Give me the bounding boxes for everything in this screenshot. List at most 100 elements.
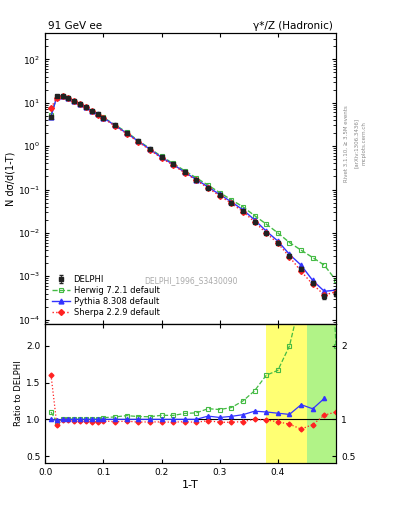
Herwig 7.2.1 default bbox=[206, 182, 210, 188]
Sherpa 2.2.9 default bbox=[95, 112, 100, 118]
Text: 91 GeV ee: 91 GeV ee bbox=[48, 21, 102, 31]
Sherpa 2.2.9 default bbox=[310, 281, 315, 287]
Sherpa 2.2.9 default bbox=[322, 292, 327, 298]
Sherpa 2.2.9 default bbox=[72, 98, 77, 104]
Pythia 8.308 default bbox=[275, 238, 280, 244]
Herwig 7.2.1 default bbox=[55, 94, 59, 100]
Herwig 7.2.1 default bbox=[159, 154, 164, 160]
Text: DELPHI_1996_S3430090: DELPHI_1996_S3430090 bbox=[144, 276, 237, 285]
Herwig 7.2.1 default bbox=[95, 111, 100, 117]
Herwig 7.2.1 default bbox=[252, 212, 257, 219]
Sherpa 2.2.9 default bbox=[136, 139, 141, 145]
Sherpa 2.2.9 default bbox=[124, 131, 129, 137]
Pythia 8.308 default bbox=[55, 94, 59, 100]
Sherpa 2.2.9 default bbox=[206, 185, 210, 191]
Pythia 8.308 default bbox=[113, 122, 118, 129]
Pythia 8.308 default bbox=[229, 199, 234, 205]
Herwig 7.2.1 default bbox=[101, 114, 106, 120]
Herwig 7.2.1 default bbox=[78, 101, 83, 107]
Bar bbox=[266, 324, 339, 463]
Sherpa 2.2.9 default bbox=[182, 170, 187, 176]
Sherpa 2.2.9 default bbox=[49, 104, 53, 111]
Herwig 7.2.1 default bbox=[264, 221, 268, 227]
Pythia 8.308 default bbox=[310, 278, 315, 284]
Sherpa 2.2.9 default bbox=[275, 240, 280, 246]
Sherpa 2.2.9 default bbox=[171, 162, 176, 168]
Herwig 7.2.1 default bbox=[310, 254, 315, 261]
Text: [arXiv:1306.3436]: [arXiv:1306.3436] bbox=[354, 118, 359, 168]
Pythia 8.308 default bbox=[136, 138, 141, 144]
Herwig 7.2.1 default bbox=[124, 129, 129, 135]
Pythia 8.308 default bbox=[182, 169, 187, 175]
Pythia 8.308 default bbox=[72, 98, 77, 104]
Pythia 8.308 default bbox=[252, 217, 257, 223]
Pythia 8.308 default bbox=[78, 101, 83, 107]
Pythia 8.308 default bbox=[159, 154, 164, 160]
Y-axis label: Ratio to DELPHI: Ratio to DELPHI bbox=[14, 361, 23, 426]
Herwig 7.2.1 default bbox=[334, 278, 338, 284]
Pythia 8.308 default bbox=[147, 146, 152, 152]
Sherpa 2.2.9 default bbox=[89, 109, 94, 115]
X-axis label: 1-T: 1-T bbox=[182, 480, 199, 490]
Legend: DELPHI, Herwig 7.2.1 default, Pythia 8.308 default, Sherpa 2.2.9 default: DELPHI, Herwig 7.2.1 default, Pythia 8.3… bbox=[50, 272, 162, 319]
Sherpa 2.2.9 default bbox=[194, 177, 199, 183]
Sherpa 2.2.9 default bbox=[264, 230, 268, 236]
Line: Pythia 8.308 default: Pythia 8.308 default bbox=[49, 93, 338, 294]
Text: Rivet 3.1.10, ≥ 3.5M events: Rivet 3.1.10, ≥ 3.5M events bbox=[344, 105, 349, 182]
Pythia 8.308 default bbox=[95, 111, 100, 117]
Herwig 7.2.1 default bbox=[60, 93, 65, 99]
Herwig 7.2.1 default bbox=[241, 204, 245, 210]
Pythia 8.308 default bbox=[171, 161, 176, 167]
Herwig 7.2.1 default bbox=[229, 197, 234, 203]
Herwig 7.2.1 default bbox=[194, 175, 199, 181]
Pythia 8.308 default bbox=[124, 130, 129, 136]
Pythia 8.308 default bbox=[217, 191, 222, 198]
Pythia 8.308 default bbox=[49, 114, 53, 120]
Herwig 7.2.1 default bbox=[217, 189, 222, 196]
Pythia 8.308 default bbox=[264, 228, 268, 234]
Text: mcplots.cern.ch: mcplots.cern.ch bbox=[362, 121, 367, 165]
Herwig 7.2.1 default bbox=[299, 247, 303, 253]
Pythia 8.308 default bbox=[287, 251, 292, 258]
Herwig 7.2.1 default bbox=[84, 104, 88, 110]
Sherpa 2.2.9 default bbox=[78, 101, 83, 107]
Herwig 7.2.1 default bbox=[182, 168, 187, 174]
Pythia 8.308 default bbox=[334, 287, 338, 293]
Herwig 7.2.1 default bbox=[136, 137, 141, 143]
Herwig 7.2.1 default bbox=[66, 95, 71, 101]
Sherpa 2.2.9 default bbox=[66, 95, 71, 101]
Sherpa 2.2.9 default bbox=[334, 289, 338, 295]
Pythia 8.308 default bbox=[241, 207, 245, 213]
Bar bbox=[307, 324, 339, 463]
Sherpa 2.2.9 default bbox=[241, 208, 245, 215]
Herwig 7.2.1 default bbox=[322, 262, 327, 268]
Sherpa 2.2.9 default bbox=[55, 95, 59, 101]
Sherpa 2.2.9 default bbox=[113, 123, 118, 129]
Pythia 8.308 default bbox=[322, 288, 327, 294]
Sherpa 2.2.9 default bbox=[147, 147, 152, 153]
Sherpa 2.2.9 default bbox=[287, 254, 292, 260]
Herwig 7.2.1 default bbox=[287, 240, 292, 246]
Pythia 8.308 default bbox=[89, 108, 94, 114]
Pythia 8.308 default bbox=[194, 177, 199, 183]
Herwig 7.2.1 default bbox=[72, 98, 77, 104]
Line: Sherpa 2.2.9 default: Sherpa 2.2.9 default bbox=[49, 94, 338, 297]
Sherpa 2.2.9 default bbox=[84, 104, 88, 111]
Herwig 7.2.1 default bbox=[49, 112, 53, 118]
Sherpa 2.2.9 default bbox=[217, 193, 222, 199]
Pythia 8.308 default bbox=[206, 184, 210, 190]
Sherpa 2.2.9 default bbox=[299, 268, 303, 274]
Herwig 7.2.1 default bbox=[113, 122, 118, 128]
Y-axis label: N dσ/d(1-T): N dσ/d(1-T) bbox=[5, 152, 15, 206]
Herwig 7.2.1 default bbox=[275, 230, 280, 236]
Text: γ*/Z (Hadronic): γ*/Z (Hadronic) bbox=[253, 21, 333, 31]
Sherpa 2.2.9 default bbox=[159, 155, 164, 161]
Pythia 8.308 default bbox=[66, 95, 71, 101]
Sherpa 2.2.9 default bbox=[252, 219, 257, 225]
Pythia 8.308 default bbox=[84, 104, 88, 110]
Herwig 7.2.1 default bbox=[171, 160, 176, 166]
Herwig 7.2.1 default bbox=[147, 145, 152, 152]
Sherpa 2.2.9 default bbox=[229, 200, 234, 206]
Pythia 8.308 default bbox=[101, 115, 106, 121]
Pythia 8.308 default bbox=[60, 93, 65, 99]
